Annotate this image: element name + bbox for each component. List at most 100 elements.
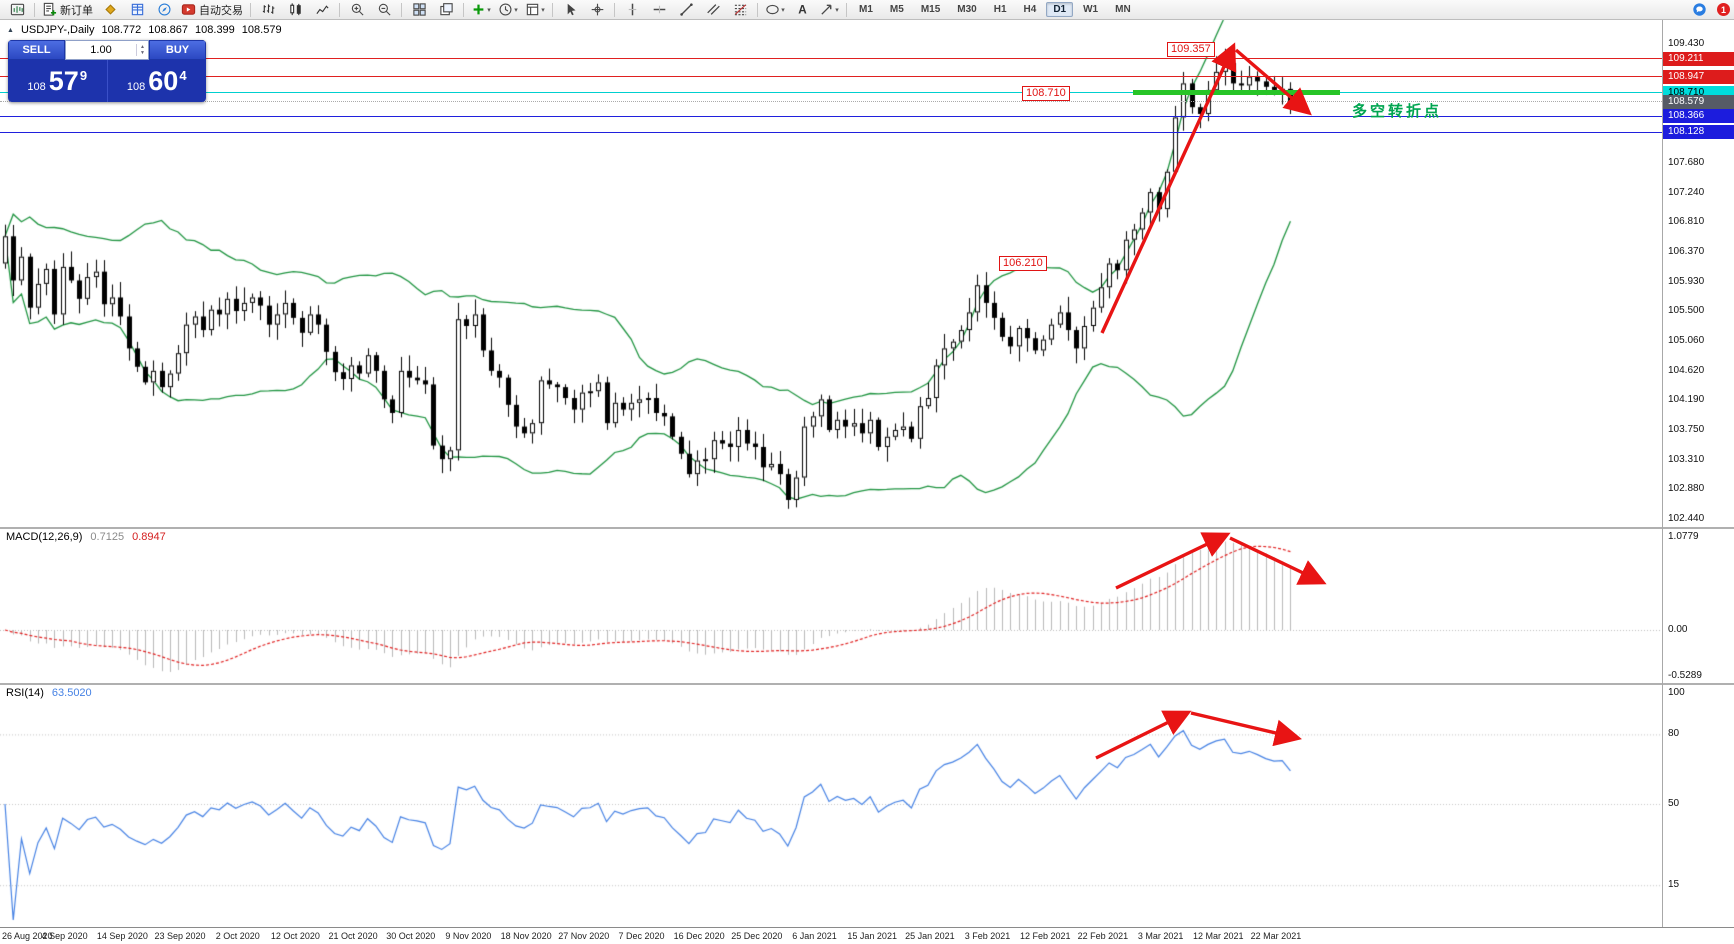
timeframe-m15[interactable]: M15 [920, 4, 941, 15]
price-tick: 105.500 [1668, 305, 1705, 317]
horizontal-line-109.211[interactable] [0, 58, 1662, 60]
shapes-icon[interactable]: ▾ [762, 0, 788, 19]
axis-separator [1662, 20, 1663, 928]
notification-badge[interactable]: 1 [1717, 3, 1730, 16]
panel-separator[interactable] [0, 683, 1734, 685]
svg-text:A: A [798, 3, 807, 16]
timeframe-w1[interactable]: W1 [1083, 4, 1099, 15]
date-label: 3 Mar 2021 [1137, 931, 1184, 941]
ask-prefix: 108 [126, 81, 146, 93]
date-label: 7 Dec 2020 [618, 931, 665, 941]
rsi-value: 63.5020 [51, 687, 92, 699]
chart-candles-icon[interactable] [282, 0, 308, 19]
horizontal-line-108.71[interactable] [0, 92, 1662, 94]
tile-windows-icon[interactable] [406, 0, 432, 19]
macd-label: MACD(12,26,9) 0.7125 0.8947 [6, 531, 166, 543]
periods-icon[interactable]: ▾ [495, 0, 521, 19]
horizontal-line-108.947[interactable] [0, 76, 1662, 78]
horizontal-line-108.579[interactable] [0, 101, 1662, 103]
price-tick: 107.680 [1668, 156, 1705, 168]
date-label: 12 Mar 2021 [1192, 931, 1244, 941]
price-tick: 105.060 [1668, 334, 1705, 346]
low-value: 108.399 [195, 24, 235, 36]
price-tick: 105.930 [1668, 275, 1705, 287]
templates-icon[interactable]: ▾ [522, 0, 548, 19]
date-label: 16 Dec 2020 [673, 931, 725, 941]
chevron-down-icon: ▾ [781, 6, 785, 14]
date-label: 14 Sep 2020 [96, 931, 148, 941]
ask-price[interactable]: 108 60 4 [108, 60, 207, 102]
price-tick: 103.310 [1668, 453, 1705, 465]
new-order-button[interactable]: 新订单 [39, 0, 96, 19]
date-label: 22 Mar 2021 [1250, 931, 1302, 941]
data-window-icon[interactable] [124, 0, 150, 19]
date-label: 27 Nov 2020 [558, 931, 610, 941]
panel-separator[interactable] [0, 527, 1734, 529]
macd-name: MACD(12,26,9) [6, 531, 83, 543]
rsi-name: RSI(14) [6, 687, 44, 699]
rsi-tick: 100 [1668, 687, 1685, 698]
zoom-in-icon[interactable] [344, 0, 370, 19]
volume-decrease-icon[interactable]: ▼ [140, 50, 145, 56]
chevron-down-icon: ▾ [487, 6, 491, 14]
price-axis[interactable] [1663, 20, 1734, 928]
volume-input[interactable] [66, 43, 136, 57]
vertical-line-icon[interactable] [619, 0, 645, 19]
ask-pip-digit: 4 [179, 67, 187, 83]
horizontal-line-icon[interactable] [646, 0, 672, 19]
date-label: 18 Nov 2020 [500, 931, 552, 941]
symbol-label: USDJPY-,Daily [20, 24, 95, 36]
cursor-icon[interactable] [557, 0, 583, 19]
horizontal-line-108.366[interactable] [0, 115, 1662, 117]
volume-spinner: ▲ ▼ [136, 44, 148, 56]
autotrading-label: 自动交易 [199, 4, 243, 17]
price-tick: 107.240 [1668, 186, 1705, 198]
toolbar-separator [250, 2, 251, 17]
equidistant-channel-icon[interactable] [700, 0, 726, 19]
notifications-icon[interactable] [1686, 0, 1712, 19]
bid-price[interactable]: 108 57 9 [8, 60, 108, 102]
sell-button[interactable]: SELL [8, 40, 65, 60]
macd-signal-value: 0.8947 [132, 531, 166, 543]
price-annotation[interactable]: 106.210 [999, 256, 1047, 271]
fibonacci-icon[interactable] [727, 0, 753, 19]
autotrading-button[interactable]: 自动交易 [178, 0, 246, 19]
date-label: 22 Feb 2021 [1077, 931, 1129, 941]
arrow-tools-icon[interactable]: ▾ [816, 0, 842, 19]
toolbar-separator [552, 2, 553, 17]
volume-increase-icon[interactable]: ▲ [140, 44, 145, 50]
zoom-out-icon[interactable] [371, 0, 397, 19]
price-annotation[interactable]: 108.710 [1022, 86, 1070, 101]
timeframe-mn[interactable]: MN [1115, 4, 1131, 15]
one-click-collapse-icon[interactable]: ▲ [7, 26, 14, 34]
date-axis[interactable] [0, 928, 1734, 944]
date-label: 2 Oct 2020 [215, 931, 260, 941]
chart-bars-icon[interactable] [255, 0, 281, 19]
navigator-icon[interactable] [151, 0, 177, 19]
crosshair-icon[interactable] [584, 0, 610, 19]
chart-line-icon[interactable] [309, 0, 335, 19]
timeframe-h4[interactable]: H4 [1023, 4, 1037, 15]
market-watch-icon[interactable] [97, 0, 123, 19]
date-label: 30 Oct 2020 [386, 931, 436, 941]
cjk-annotation[interactable]: 多空转折点 [1352, 103, 1443, 120]
text-label-icon[interactable]: A [789, 0, 815, 19]
toolbar-separator [463, 2, 464, 17]
timeframe-m1[interactable]: M1 [859, 4, 873, 15]
cascade-windows-icon[interactable] [433, 0, 459, 19]
timeframe-h1[interactable]: H1 [993, 4, 1007, 15]
chart-window-icon[interactable] [4, 0, 30, 19]
price-annotation[interactable]: 109.357 [1167, 42, 1215, 57]
indicators-icon[interactable]: ▾ [468, 0, 494, 19]
timeframe-m30[interactable]: M30 [957, 4, 977, 15]
timeframe-d1[interactable]: D1 [1046, 2, 1074, 17]
timeframe-m5[interactable]: M5 [889, 4, 904, 15]
horizontal-line-108.128[interactable] [0, 131, 1662, 133]
trendline-icon[interactable] [673, 0, 699, 19]
date-label: 4 Sep 2020 [41, 931, 88, 941]
buy-button[interactable]: BUY [149, 40, 206, 60]
price-tag-109.211: 109.211 [1663, 51, 1734, 66]
